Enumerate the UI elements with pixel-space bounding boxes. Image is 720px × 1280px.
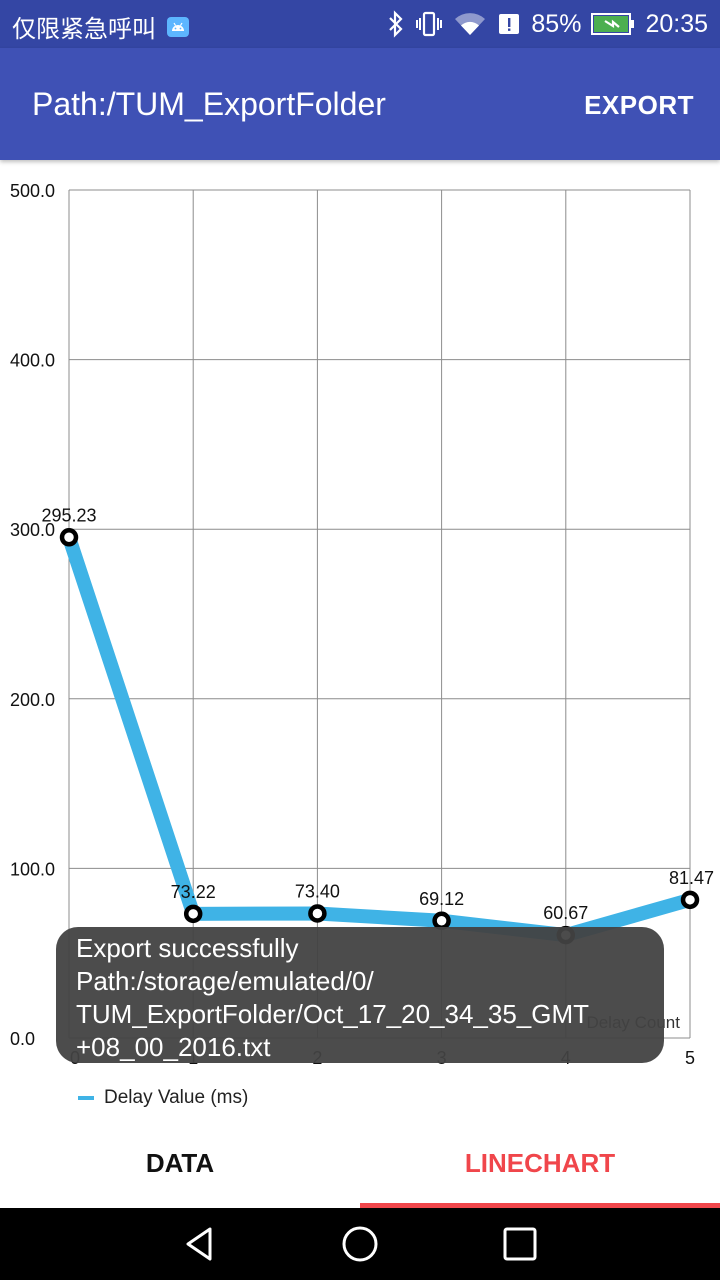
status-bar: 仅限紧急呼叫 85% bbox=[0, 0, 720, 48]
y-tick-label: 500.0 bbox=[10, 181, 55, 201]
data-point bbox=[432, 911, 451, 931]
app-bar: Path:/TUM_ExportFolder EXPORT bbox=[0, 48, 720, 160]
toast-line-4: +08_00_2016.txt bbox=[76, 1032, 271, 1062]
data-label: 81.47 bbox=[669, 868, 714, 888]
data-saver-icon bbox=[499, 14, 520, 34]
recents-icon[interactable] bbox=[500, 1224, 540, 1264]
x-tick-label: 5 bbox=[685, 1048, 695, 1068]
data-label: 60.67 bbox=[543, 903, 588, 923]
toast-line-3: TUM_ExportFolder/Oct_17_20_34_35_GMT bbox=[76, 999, 590, 1029]
bottom-tabs: DATA LINECHART bbox=[0, 1118, 720, 1208]
y-tick-label: 200.0 bbox=[10, 690, 55, 710]
tab-linechart-label: LINECHART bbox=[464, 1147, 616, 1178]
bluetooth-icon bbox=[389, 10, 403, 38]
data-label: 295.23 bbox=[41, 505, 96, 525]
y-tick-label: 300.0 bbox=[10, 520, 55, 540]
tab-selected-indicator bbox=[360, 1203, 720, 1208]
clock: 20:35 bbox=[645, 9, 708, 38]
data-label: 69.12 bbox=[419, 889, 464, 909]
export-button[interactable]: EXPORT bbox=[584, 90, 694, 120]
vibrate-icon bbox=[416, 11, 443, 37]
data-point bbox=[308, 904, 327, 923]
toast-line-2: Path:/storage/emulated/0/ bbox=[76, 966, 374, 996]
y-tick-label: 400.0 bbox=[10, 351, 55, 371]
wifi-icon bbox=[455, 13, 486, 35]
data-label: 73.22 bbox=[171, 882, 216, 902]
navigation-bar bbox=[0, 1208, 720, 1280]
battery-percent: 85% bbox=[531, 9, 582, 38]
status-right: 85% 20:35 bbox=[387, 8, 708, 40]
battery-charging-icon bbox=[591, 13, 635, 35]
status-left: 仅限紧急呼叫 bbox=[12, 9, 190, 44]
android-icon bbox=[167, 16, 189, 37]
y-tick-label: 100.0 bbox=[10, 859, 55, 879]
legend-label: Delay Value (ms) bbox=[104, 1087, 249, 1108]
series-line bbox=[62, 535, 692, 943]
toast-line-1: Export successfully bbox=[76, 933, 299, 963]
tab-data-label: DATA bbox=[145, 1147, 215, 1178]
data-point bbox=[183, 904, 203, 924]
legend-swatch bbox=[78, 1096, 94, 1100]
data-label: 73.40 bbox=[295, 882, 340, 902]
data-point bbox=[59, 528, 79, 547]
tab-linechart[interactable]: LINECHART bbox=[360, 1118, 720, 1208]
back-icon[interactable] bbox=[180, 1224, 220, 1264]
chart-legend: Delay Value (ms) bbox=[78, 1087, 248, 1109]
y-tick-label: 0.0 bbox=[10, 1029, 35, 1049]
home-icon[interactable] bbox=[340, 1224, 380, 1264]
data-point bbox=[680, 890, 700, 910]
tab-data[interactable]: DATA bbox=[0, 1118, 360, 1208]
export-toast: Export successfully Path:/storage/emulat… bbox=[56, 927, 664, 1063]
page-title: Path:/TUM_ExportFolder bbox=[32, 86, 386, 122]
carrier-text: 仅限紧急呼叫 bbox=[12, 15, 156, 43]
